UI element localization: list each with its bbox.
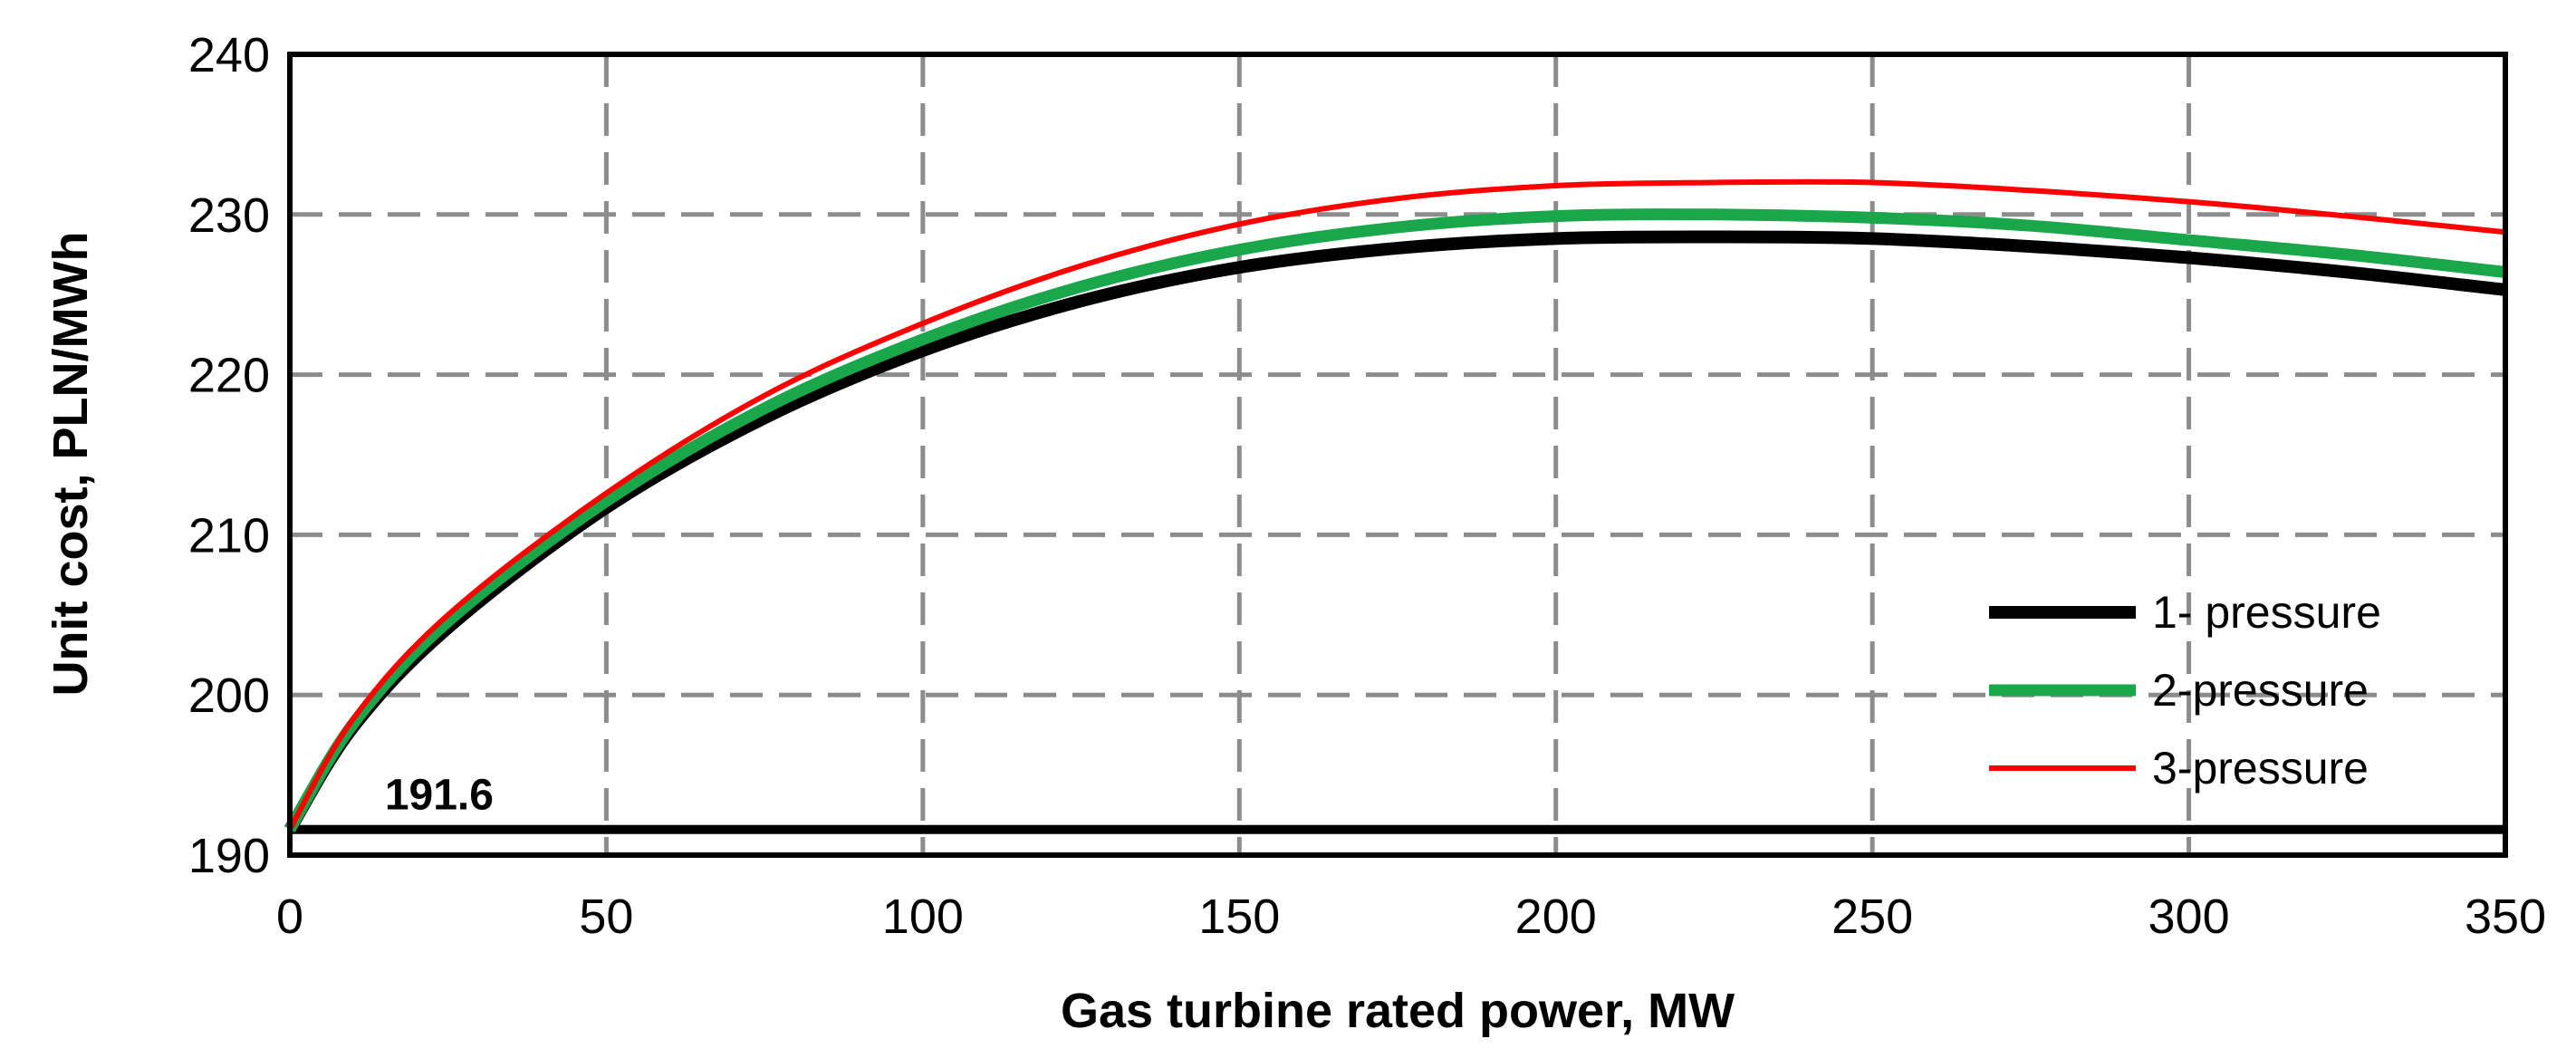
grid bbox=[290, 54, 2505, 855]
y-tick-label: 190 bbox=[188, 829, 270, 883]
x-tick-label: 150 bbox=[1198, 890, 1280, 944]
tick-labels: 0 50 100 150 200 250 300 350 190 200 210 220 230 240 bbox=[188, 28, 2546, 944]
plot-frame bbox=[287, 52, 2508, 858]
legend: 1- pressure 2-pressure 3-pressure bbox=[1989, 587, 2381, 794]
y-tick-label: 220 bbox=[188, 349, 270, 403]
x-tick-label: 350 bbox=[2465, 890, 2546, 944]
y-tick-label: 240 bbox=[188, 28, 270, 82]
x-tick-label: 200 bbox=[1515, 890, 1597, 944]
legend-label: 3-pressure bbox=[2152, 743, 2369, 794]
series-line-3-pressure bbox=[287, 178, 2506, 832]
annotations: 191.6 bbox=[385, 772, 494, 820]
y-tick-label: 200 bbox=[188, 668, 270, 723]
x-tick-label: 250 bbox=[1831, 890, 1913, 944]
series-line-2-pressure bbox=[284, 208, 2506, 833]
x-axis-title: Gas turbine rated power, MW bbox=[1061, 984, 1735, 1038]
x-tick-label: 0 bbox=[276, 890, 303, 944]
y-tick-label: 230 bbox=[188, 188, 270, 243]
x-tick-label: 300 bbox=[2148, 890, 2230, 944]
annotation-label: 191.6 bbox=[385, 772, 494, 820]
x-tick-label: 50 bbox=[579, 890, 633, 944]
y-axis-title: Unit cost, PLN/MWh bbox=[43, 232, 98, 697]
x-tick-label: 100 bbox=[882, 890, 964, 944]
series-layer bbox=[284, 178, 2506, 834]
legend-label: 2-pressure bbox=[2152, 665, 2369, 716]
y-tick-label: 210 bbox=[188, 508, 270, 563]
legend-label: 1- pressure bbox=[2152, 587, 2381, 638]
